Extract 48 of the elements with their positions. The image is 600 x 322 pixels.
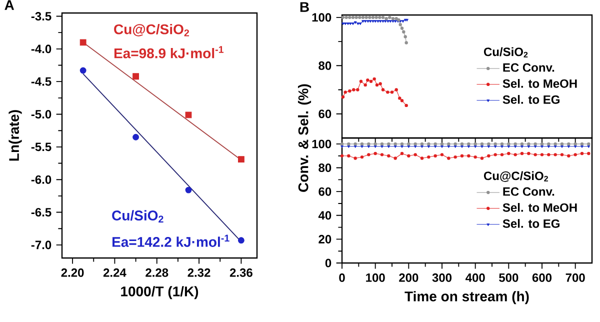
x-axis-title: Time on stream (h): [404, 291, 529, 304]
text: Cu/SiO$_{2}$: [112, 210, 164, 223]
y-tick-label: 20: [318, 234, 332, 244]
x-tick-label: 500: [499, 273, 518, 282]
legend-label: Sel. to EG: [502, 219, 560, 228]
chart-title: A: [4, 0, 14, 10]
y-tick-label: -5.5: [31, 142, 52, 152]
y-tick-label: 100: [312, 13, 332, 22]
x-tick-label: 2.24: [103, 268, 126, 277]
legend-label: Sel. to MeOH: [502, 79, 577, 88]
x-tick-label: 200: [399, 273, 418, 282]
legend-label: Sel. to MeOH: [502, 203, 577, 212]
x-tick-label: 2.20: [61, 268, 84, 277]
x-tick-label: 300: [432, 273, 452, 282]
y-tick-label: 100: [312, 140, 332, 148]
x-tick-label: 2.28: [146, 268, 168, 277]
x-tick-label: 600: [532, 273, 552, 282]
legend-title: Cu/SiO$_{2}$: [484, 47, 528, 58]
y-axis-title: Ln(rate): [8, 110, 22, 161]
y-tick-label: 60: [318, 110, 332, 118]
x-tick-label: 0: [339, 273, 345, 282]
y-tick-label: 40: [318, 211, 332, 220]
legend-title: Cu@C/SiO$_{2}$: [484, 171, 548, 182]
y-axis-title: Conv. & Sel. (%): [298, 84, 312, 192]
y-tick-label: -6.5: [31, 208, 52, 217]
chart-title: B: [300, 2, 309, 12]
legend-label: Sel. to EG: [502, 95, 560, 104]
y-tick-label: 0: [325, 258, 332, 268]
legend-label: EC Conv.: [503, 187, 554, 196]
y-tick-label: 80: [318, 61, 332, 70]
x-tick-label: 2.36: [230, 268, 252, 277]
y-tick-label: -4.0: [31, 44, 52, 54]
y-tick-label: -6.0: [31, 175, 52, 184]
annotation: Ea=98.9 kJ·mol$^{-1}$: [114, 46, 224, 58]
text: Cu@C/SiO$_{2}$: [114, 24, 190, 36]
x-tick-label: 700: [566, 273, 585, 282]
x-tick-label: 400: [466, 273, 485, 282]
y-tick-label: -4.5: [31, 77, 52, 86]
y-tick-label: 60: [318, 187, 332, 196]
annotation: Ea=142.2 kJ·mol$^{-1}$: [112, 234, 230, 247]
y-tick-label: 80: [318, 164, 332, 172]
x-axis-title: 1000/T (1/K): [121, 286, 198, 300]
y-tick-label: -5.0: [31, 110, 52, 119]
x-tick-label: 2.32: [188, 268, 210, 277]
x-tick-label: 100: [366, 273, 385, 282]
legend-label: EC Conv.: [503, 63, 554, 72]
y-tick-label: -3.5: [31, 12, 52, 21]
y-tick-label: -7.0: [31, 240, 52, 250]
